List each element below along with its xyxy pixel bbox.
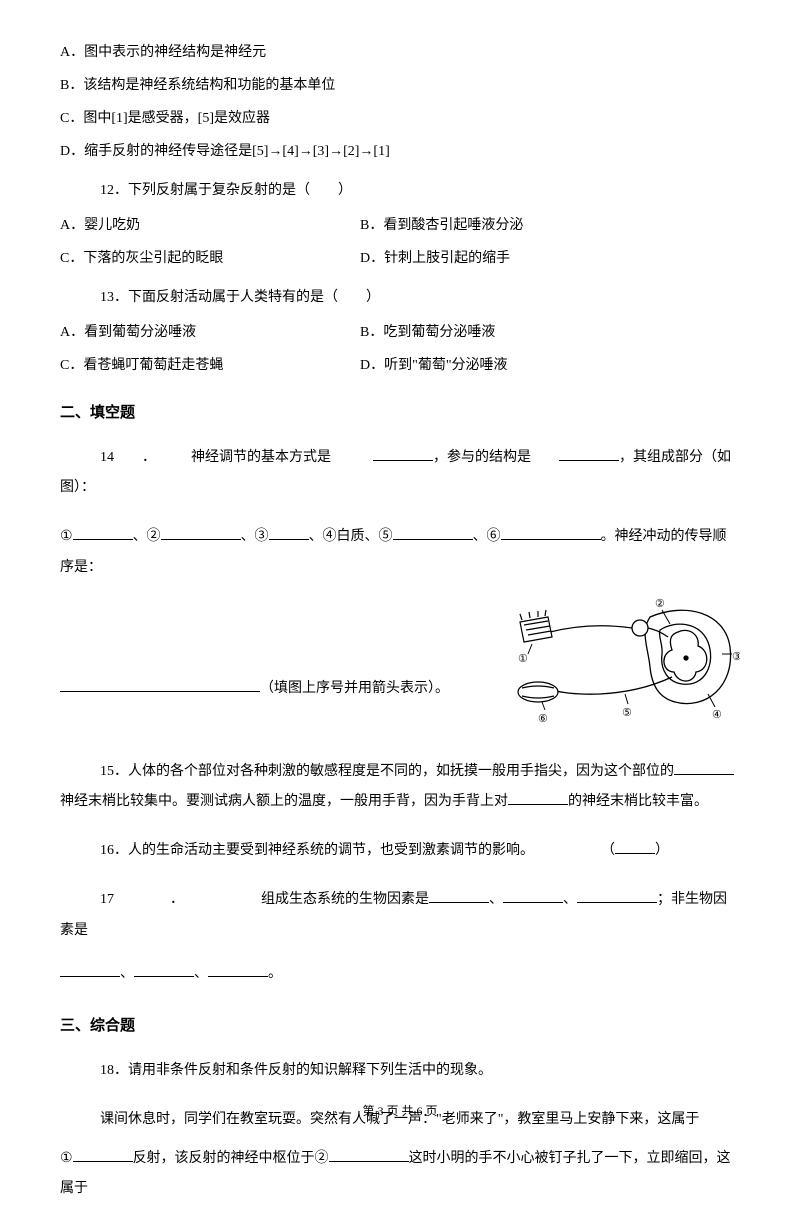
q13-stem: 13．下面反射活动属于人类特有的是（ ）	[100, 287, 740, 308]
option-d: D．缩手反射的神经传导途径是[5]→[4]→[3]→[2]→[1]	[60, 141, 740, 162]
blank	[393, 524, 473, 540]
q18-c: 反射，该反射的神经中枢位于②	[133, 1151, 329, 1166]
q13-option-d: D．听到"葡萄"分泌唾液	[360, 355, 508, 376]
diagram-label-1: ①	[518, 653, 528, 665]
q16-text: 16．人的生命活动主要受到神经系统的调节，也受到激素调节的影响。 （ ）	[60, 836, 740, 867]
diagram-label-2: ②	[655, 598, 665, 610]
blank	[373, 445, 433, 461]
q17-end: 。	[268, 966, 282, 981]
q17-a: 17 ． 组成生态系统的生物因素是	[100, 892, 429, 907]
section-comp-title: 三、综合题	[60, 1015, 740, 1038]
q12-option-d: D．针刺上肢引起的缩手	[360, 248, 510, 269]
q17-sep2: 、	[563, 892, 577, 907]
option-a: A．图中表示的神经结构是神经元	[60, 42, 740, 63]
diagram-label-5: ⑤	[622, 707, 632, 719]
q12-option-b: B．看到酸杏引起唾液分泌	[360, 215, 523, 236]
q16-a: 16．人的生命活动主要受到神经系统的调节，也受到激素调节的影响。	[100, 843, 534, 858]
blank	[73, 1146, 133, 1162]
q14-text-2b: 、②	[133, 529, 161, 544]
blank	[73, 524, 133, 540]
q15-a: 15．人体的各个部位对各种刺激的敏感程度是不同的，如抚摸一般用手指尖，因为这个部…	[100, 764, 674, 779]
blank	[208, 961, 268, 977]
blank	[508, 789, 568, 805]
blank	[134, 961, 194, 977]
q14-text-2e: 、⑥	[473, 529, 501, 544]
blank	[615, 838, 655, 854]
blank	[60, 676, 260, 692]
blank	[674, 759, 734, 775]
q18-b: ①	[60, 1151, 73, 1166]
reflex-arc-diagram: ① ② ③ ④ ⑤ ⑥	[510, 592, 740, 734]
q14-line2: ①、②、③、④白质、⑤、⑥。神经冲动的传导顺序是：	[60, 522, 740, 584]
diagram-label-3: ③	[732, 651, 740, 663]
blank	[501, 524, 601, 540]
blank	[503, 887, 563, 903]
diagram-label-4: ④	[712, 709, 722, 721]
q13-option-c: C．看苍蝇叮葡萄赶走苍蝇	[60, 355, 360, 376]
page-footer: 第 3 页 共 6 页	[0, 1102, 800, 1120]
blank	[161, 524, 241, 540]
q15-b: 神经末梢比较集中。要测试病人额上的温度，一般用手背，因为手背上对	[60, 794, 508, 809]
diagram-label-6: ⑥	[538, 713, 548, 725]
q17-sep3: 、	[120, 966, 134, 981]
q16-paren-open: （	[601, 843, 615, 858]
q12-option-c: C．下落的灰尘引起的眨眼	[60, 248, 360, 269]
q14-text-2d: 、④白质、⑤	[309, 529, 393, 544]
blank	[577, 887, 657, 903]
option-b: B．该结构是神经系统结构和功能的基本单位	[60, 75, 740, 96]
blank	[329, 1146, 409, 1162]
q14-text-1b: ，参与的结构是	[433, 450, 559, 465]
q14-line1: 14 ． 神经调节的基本方式是 ，参与的结构是 ，其组成部分（如图）：	[60, 443, 740, 505]
q18-stem: 18．请用非条件反射和条件反射的知识解释下列生活中的现象。	[60, 1056, 740, 1087]
q13-option-a: A．看到葡萄分泌唾液	[60, 322, 360, 343]
section-fill-title: 二、填空题	[60, 402, 740, 425]
q15-text: 15．人体的各个部位对各种刺激的敏感程度是不同的，如抚摸一般用手指尖，因为这个部…	[60, 757, 740, 819]
q15-c: 的神经末梢比较丰富。	[568, 794, 708, 809]
q12-stem: 12．下列反射属于复杂反射的是（ ）	[100, 180, 740, 201]
q14-text-3: （填图上序号并用箭头表示）。	[260, 681, 449, 696]
q12-option-a: A．婴儿吃奶	[60, 215, 360, 236]
q17-line2: 、 、 。	[60, 959, 740, 990]
q14-text-1a: 14 ． 神经调节的基本方式是	[100, 450, 373, 465]
q17-sep1: 、	[489, 892, 503, 907]
q14-text-2a: ①	[60, 529, 73, 544]
q13-option-b: B．吃到葡萄分泌唾液	[360, 322, 495, 343]
blank	[429, 887, 489, 903]
q14-text-2c: 、③	[241, 529, 269, 544]
blank	[559, 445, 619, 461]
q16-paren-close: ）	[655, 843, 669, 858]
option-c: C．图中[1]是感受器，[5]是效应器	[60, 108, 740, 129]
q17-sep4: 、	[194, 966, 208, 981]
blank	[269, 524, 309, 540]
q17-text: 17 ． 组成生态系统的生物因素是、、；非生物因素是	[60, 885, 740, 947]
blank	[60, 961, 120, 977]
q18-body2: ①反射，该反射的神经中枢位于②这时小明的手不小心被钉子扎了一下，立即缩回，这属于	[60, 1144, 740, 1205]
